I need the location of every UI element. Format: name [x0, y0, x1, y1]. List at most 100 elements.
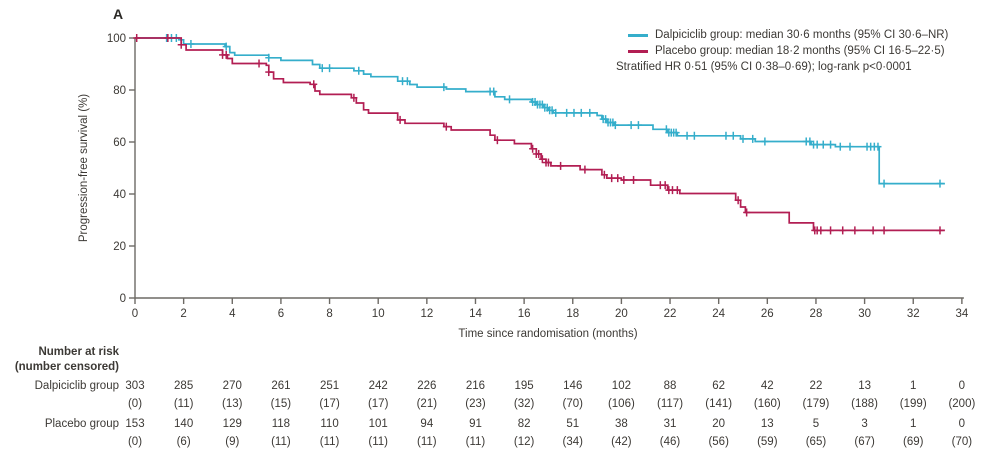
- x-tick-label: 8: [326, 308, 332, 320]
- risk-censored-value: (34): [562, 436, 583, 448]
- risk-at-risk-value: 38: [614, 418, 628, 430]
- risk-at-risk-value: 118: [271, 418, 291, 430]
- x-tick-label: 14: [469, 308, 482, 320]
- risk-at-risk-value: 88: [663, 380, 677, 392]
- risk-row-label-dalpiciclib: Dalpiciclib group: [34, 380, 119, 392]
- risk-at-risk-value: 0: [958, 380, 966, 392]
- risk-at-risk-value: 285: [174, 380, 194, 392]
- risk-row-label-placebo: Placebo group: [44, 418, 119, 430]
- x-tick-label: 4: [229, 308, 236, 320]
- risk-censored-value: (6): [176, 436, 191, 448]
- risk-censored-value: (11): [465, 436, 486, 448]
- risk-censored-value: (13): [222, 398, 243, 410]
- risk-censored-value: (65): [805, 436, 827, 448]
- y-tick-label: 80: [113, 85, 126, 97]
- risk-censored-value: (59): [757, 436, 778, 448]
- legend-label-placebo: Placebo group: median 18·2 months (95% C…: [655, 45, 945, 57]
- risk-censored-value: (188): [851, 398, 879, 410]
- risk-at-risk-value: 146: [563, 380, 583, 392]
- risk-at-risk-value: 270: [222, 380, 242, 392]
- risk-at-risk-value: 110: [320, 418, 339, 430]
- risk-censored-value: (70): [562, 398, 583, 410]
- x-axis-title: Time since randomisation (months): [458, 328, 638, 340]
- risk-censored-value: (179): [802, 398, 830, 410]
- dalpiciclib-line-swatch: [628, 34, 648, 37]
- panel-label: A: [113, 6, 124, 22]
- risk-at-risk-value: 251: [319, 380, 340, 392]
- risk-censored-value: (11): [271, 436, 291, 448]
- x-tick-label: 24: [712, 308, 725, 320]
- risk-censored-value: (32): [513, 398, 535, 410]
- risk-censored-value: (0): [127, 398, 143, 410]
- risk-at-risk-value: 22: [809, 380, 823, 392]
- y-tick-label: 0: [120, 293, 126, 305]
- risk-at-risk-value: 226: [417, 380, 437, 392]
- risk-at-risk-value: 62: [712, 380, 726, 392]
- risk-at-risk-value: 102: [611, 380, 631, 392]
- risk-censored-value: (9): [225, 436, 240, 448]
- risk-censored-value: (199): [899, 398, 927, 410]
- risk-censored-value: (117): [657, 398, 684, 410]
- risk-at-risk-value: 1: [910, 380, 917, 392]
- x-tick-label: 20: [615, 308, 628, 320]
- risk-at-risk-value: 20: [712, 418, 726, 430]
- x-tick-label: 18: [566, 308, 579, 320]
- legend-label-dalpiciclib: Dalpiciclib group: median 30·6 months (9…: [655, 29, 949, 41]
- y-tick-label: 100: [107, 33, 126, 45]
- risk-censored-value: (11): [368, 436, 388, 448]
- risk-at-risk-value: 5: [812, 418, 820, 430]
- risk-at-risk-value: 0: [958, 418, 966, 430]
- risk-censored-value: (11): [417, 436, 437, 448]
- y-tick-label: 20: [113, 241, 126, 253]
- x-tick-label: 2: [180, 308, 186, 320]
- risk-censored-value: (46): [659, 436, 681, 448]
- y-tick-label: 60: [113, 137, 126, 149]
- risk-censored-value: (17): [367, 398, 389, 410]
- risk-at-risk-value: 216: [465, 380, 486, 392]
- risk-censored-value: (141): [705, 398, 733, 410]
- x-tick-label: 30: [858, 308, 871, 320]
- risk-at-risk-value: 195: [514, 380, 534, 392]
- x-tick-label: 16: [518, 308, 531, 320]
- risk-censored-value: (15): [270, 398, 292, 410]
- risk-censored-value: (56): [708, 436, 729, 448]
- risk-at-risk-value: 13: [858, 380, 871, 392]
- risk-at-risk-value: 31: [663, 418, 677, 430]
- risk-at-risk-value: 261: [271, 380, 291, 392]
- x-tick-label: 22: [664, 308, 677, 320]
- x-tick-label: 26: [761, 308, 774, 320]
- risk-censored-value: (42): [611, 436, 632, 448]
- risk-censored-value: (11): [319, 436, 340, 448]
- risk-at-risk-value: 13: [760, 418, 774, 430]
- risk-at-risk-value: 42: [760, 380, 774, 392]
- risk-censored-value: (12): [513, 436, 535, 448]
- risk-censored-value: (200): [948, 398, 976, 410]
- risk-censored-value: (69): [903, 436, 924, 448]
- risk-censored-value: (21): [416, 398, 438, 410]
- risk-censored-value: (0): [127, 436, 143, 448]
- placebo-line-swatch: [628, 50, 648, 53]
- legend-item-hr-annotation: Stratified HR 0·51 (95% CI 0·38–0·69); l…: [616, 60, 912, 75]
- risk-at-risk-value: 242: [368, 380, 388, 392]
- risk-at-risk-value: 129: [222, 418, 242, 430]
- risk-censored-value: (106): [607, 398, 635, 410]
- x-tick-label: 34: [955, 308, 968, 320]
- risk-at-risk-value: 82: [517, 418, 531, 430]
- risk-table-header-1: Number at risk: [38, 346, 119, 358]
- risk-censored-value: (160): [753, 398, 781, 410]
- x-tick-label: 0: [132, 308, 138, 320]
- x-tick-label: 32: [907, 308, 920, 320]
- hr-annotation-label: Stratified HR 0·51 (95% CI 0·38–0·69); l…: [616, 61, 912, 73]
- risk-at-risk-value: 101: [368, 418, 388, 430]
- risk-table-header-2: (number censored): [14, 361, 119, 373]
- risk-at-risk-value: 3: [861, 418, 868, 430]
- legend-item-placebo: Placebo group: median 18·2 months (95% C…: [628, 44, 945, 59]
- y-tick-label: 40: [113, 189, 126, 201]
- risk-at-risk-value: 91: [469, 418, 482, 430]
- x-tick-label: 28: [810, 308, 823, 320]
- risk-at-risk-value: 140: [174, 418, 194, 430]
- risk-at-risk-value: 153: [125, 418, 145, 430]
- risk-censored-value: (67): [854, 436, 875, 448]
